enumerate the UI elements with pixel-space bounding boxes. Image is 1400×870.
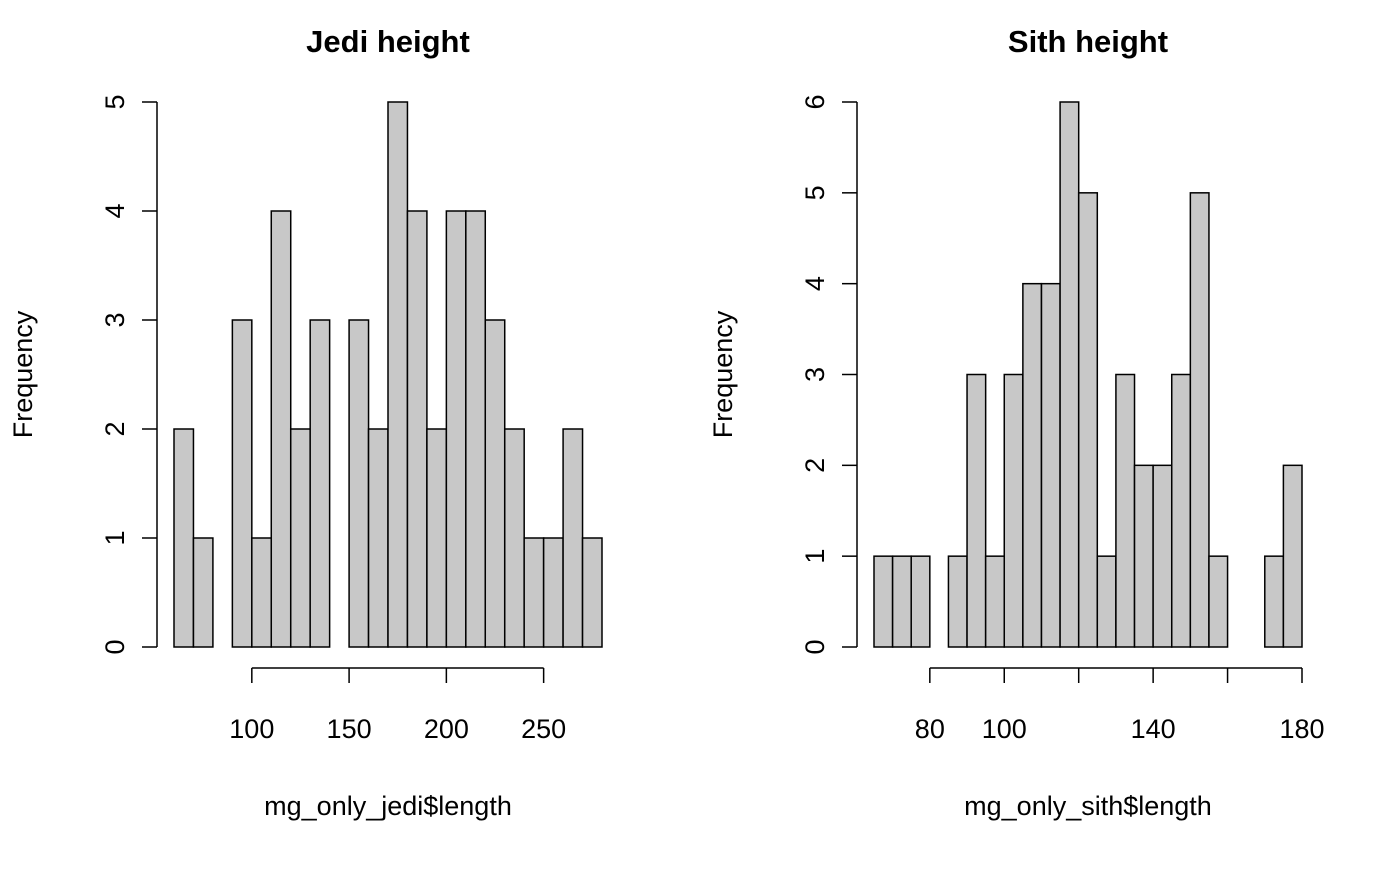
x-axis-label: mg_only_jedi$length — [264, 791, 512, 821]
y-tick-label: 6 — [800, 94, 830, 109]
y-tick-label: 0 — [800, 639, 830, 654]
y-tick-label: 5 — [100, 94, 130, 109]
bar — [289, 428, 311, 648]
bar — [1003, 373, 1024, 648]
bar — [231, 319, 253, 648]
bar — [387, 101, 409, 648]
x-tick-label: 80 — [915, 714, 945, 744]
y-tick-label: 3 — [800, 367, 830, 382]
bar — [1189, 192, 1210, 648]
bar — [1040, 282, 1061, 648]
y-tick-label: 1 — [100, 530, 130, 545]
y-axis-label: Frequency — [8, 310, 38, 438]
bar — [309, 319, 331, 648]
y-tick-label: 0 — [100, 639, 130, 654]
bar — [251, 537, 273, 648]
bar — [1208, 555, 1229, 648]
bar — [270, 210, 292, 648]
x-tick-label: 150 — [327, 714, 372, 744]
x-tick-label: 100 — [229, 714, 274, 744]
chart-title: Jedi height — [306, 24, 470, 59]
y-tick-label: 2 — [800, 458, 830, 473]
bar — [348, 319, 370, 648]
y-tick-label: 5 — [800, 185, 830, 200]
x-tick-label: 200 — [424, 714, 469, 744]
bar — [1059, 101, 1080, 648]
bar — [1077, 192, 1099, 648]
chart-title: Sith height — [1008, 24, 1168, 59]
bar — [542, 537, 564, 648]
bar — [873, 555, 894, 648]
bar — [426, 428, 448, 648]
y-tick-label: 2 — [100, 421, 130, 436]
bar — [192, 537, 214, 648]
x-axis-label: mg_only_sith$length — [964, 791, 1212, 821]
bar — [891, 555, 912, 648]
bar — [581, 537, 603, 648]
bar — [1115, 373, 1136, 648]
y-tick-label: 1 — [800, 549, 830, 564]
bar — [1282, 464, 1303, 648]
y-tick-label: 4 — [100, 203, 130, 218]
bar — [1264, 555, 1285, 648]
bar — [445, 210, 467, 648]
bar — [465, 210, 487, 648]
bar — [406, 210, 428, 648]
y-tick-label: 4 — [800, 276, 830, 291]
bar — [910, 555, 931, 648]
bar — [947, 555, 968, 648]
bar — [1133, 464, 1154, 648]
bar — [367, 428, 389, 648]
bar — [173, 428, 195, 648]
bar — [503, 428, 525, 648]
bar — [484, 319, 506, 648]
x-tick-label: 250 — [521, 714, 566, 744]
bar — [1022, 282, 1043, 648]
x-tick-label: 180 — [1279, 714, 1324, 744]
y-tick-label: 3 — [100, 312, 130, 327]
bar — [966, 373, 987, 648]
bar — [1152, 464, 1173, 648]
x-tick-label: 140 — [1131, 714, 1176, 744]
bar — [562, 428, 584, 648]
x-tick-label: 100 — [982, 714, 1027, 744]
bar — [1170, 373, 1192, 648]
bar — [1096, 555, 1117, 648]
y-axis-label: Frequency — [708, 310, 738, 438]
bar — [984, 555, 1006, 648]
bar — [523, 537, 545, 648]
